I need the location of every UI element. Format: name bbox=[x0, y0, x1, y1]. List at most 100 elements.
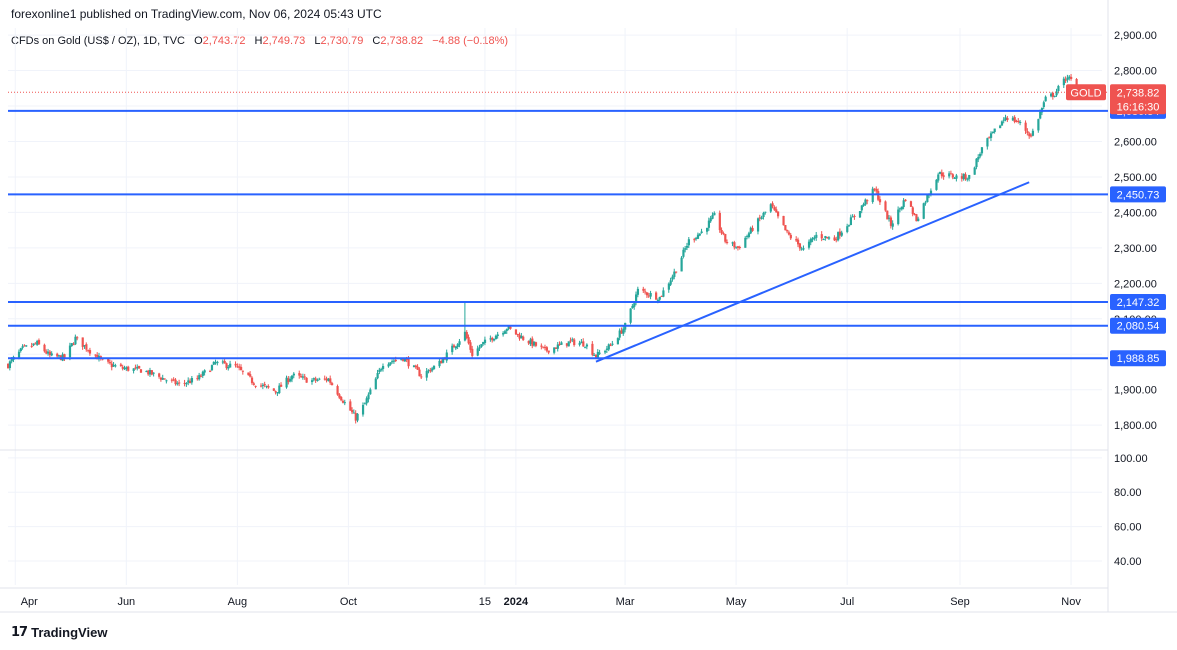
candle-body bbox=[438, 360, 441, 367]
candle-body bbox=[1019, 122, 1022, 124]
candle-body bbox=[567, 341, 570, 347]
candle-body bbox=[252, 383, 255, 385]
candle-body bbox=[96, 354, 99, 360]
candle-body bbox=[609, 345, 612, 347]
candle-body bbox=[898, 208, 902, 210]
price-tick-label: 2,400.00 bbox=[1114, 207, 1157, 219]
candle-body bbox=[720, 229, 723, 234]
candle-body bbox=[1057, 86, 1060, 91]
candle-body bbox=[50, 353, 53, 356]
candle-body bbox=[471, 348, 474, 356]
candle-body bbox=[56, 353, 59, 357]
candle-body bbox=[1053, 95, 1056, 97]
candle-body bbox=[1031, 130, 1035, 136]
candle-body bbox=[622, 328, 625, 334]
candle-body bbox=[183, 382, 186, 384]
candle-body bbox=[1030, 135, 1033, 137]
candle-body bbox=[454, 346, 457, 349]
candle-body bbox=[656, 299, 660, 301]
candle-body bbox=[502, 332, 505, 335]
level-label-text: 2,450.73 bbox=[1117, 189, 1160, 201]
candle-body bbox=[644, 291, 647, 293]
candle-body bbox=[440, 361, 443, 364]
candle-body bbox=[163, 378, 166, 380]
candle-body bbox=[1013, 117, 1016, 122]
candle-body bbox=[265, 385, 268, 387]
candle-body bbox=[696, 234, 700, 239]
candle-body bbox=[165, 380, 168, 382]
candle-body bbox=[917, 218, 920, 221]
candle-body bbox=[838, 231, 842, 236]
candle-body bbox=[618, 330, 621, 338]
candle-body bbox=[198, 375, 201, 380]
candle-body bbox=[529, 339, 532, 345]
candle-body bbox=[196, 378, 199, 380]
candle-body bbox=[938, 171, 942, 174]
symbol-name[interactable]: CFDs on Gold (US$ / OZ), 1D, TVC bbox=[11, 35, 186, 47]
candle-body bbox=[452, 345, 456, 348]
candle-body bbox=[738, 247, 741, 249]
candle-body bbox=[773, 207, 776, 210]
candle-body bbox=[776, 211, 780, 217]
candle-body bbox=[456, 344, 459, 347]
candle-body bbox=[888, 217, 891, 219]
candle-body bbox=[392, 360, 396, 362]
candle-body bbox=[960, 176, 964, 179]
time-tick-label: May bbox=[726, 596, 747, 608]
candle-body bbox=[1004, 117, 1007, 121]
candle-body bbox=[1000, 121, 1004, 126]
candle-body bbox=[1055, 91, 1058, 96]
candle-body bbox=[45, 351, 48, 354]
candle-body bbox=[636, 288, 640, 295]
candle-body bbox=[1062, 78, 1065, 86]
candle-body bbox=[1068, 76, 1071, 79]
level-label-box bbox=[1110, 294, 1166, 311]
candle-body bbox=[238, 366, 241, 368]
candle-body bbox=[815, 234, 818, 238]
candle-body bbox=[94, 354, 97, 356]
candle-body bbox=[915, 214, 918, 222]
candle-body bbox=[37, 340, 41, 345]
candle-body bbox=[123, 368, 126, 370]
tradingview-logo-icon: 𝟭𝟳 bbox=[11, 624, 28, 639]
candle-body bbox=[316, 380, 319, 382]
candle-body bbox=[735, 246, 738, 248]
candle-body bbox=[278, 385, 281, 394]
candle-body bbox=[81, 337, 84, 347]
candle-body bbox=[658, 296, 661, 300]
candle-body bbox=[731, 242, 734, 244]
level-label-text: 1,988.85 bbox=[1117, 353, 1160, 365]
candle-body bbox=[17, 351, 21, 358]
tradingview-footer[interactable]: 𝟭𝟳 TradingView bbox=[11, 624, 107, 640]
candle-body bbox=[458, 341, 461, 345]
candle-body bbox=[979, 153, 982, 157]
candle-body bbox=[671, 276, 674, 280]
candle-body bbox=[314, 378, 317, 381]
candle-body bbox=[236, 366, 239, 368]
candle-body bbox=[827, 237, 831, 239]
candle-body bbox=[340, 396, 343, 401]
candle-body bbox=[937, 174, 940, 181]
candle-body bbox=[711, 215, 714, 219]
candle-body bbox=[216, 361, 219, 364]
candle-body bbox=[669, 280, 672, 285]
candle-body bbox=[432, 365, 436, 370]
price-tick-label: 2,900.00 bbox=[1114, 30, 1157, 42]
time-tick-label: Oct bbox=[340, 596, 357, 608]
tradingview-brand: TradingView bbox=[31, 624, 108, 640]
candle-body bbox=[483, 339, 487, 343]
time-tick-label: Mar bbox=[616, 596, 635, 608]
candle-body bbox=[955, 175, 958, 179]
candle-body bbox=[139, 369, 143, 373]
candle-body bbox=[260, 385, 263, 387]
candle-body bbox=[800, 248, 803, 250]
candle-body bbox=[966, 178, 969, 180]
candle-body bbox=[631, 305, 634, 308]
candle-body bbox=[789, 234, 792, 239]
candle-body bbox=[87, 350, 90, 352]
candle-body bbox=[620, 330, 623, 334]
price-tick-label: 1,800.00 bbox=[1114, 420, 1157, 432]
candle-body bbox=[76, 337, 79, 339]
candle-body bbox=[68, 345, 72, 358]
